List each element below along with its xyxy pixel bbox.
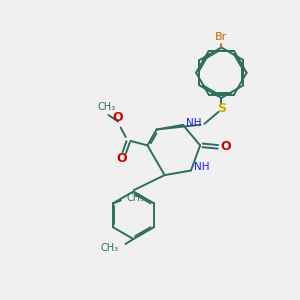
Text: Br: Br xyxy=(215,32,227,42)
Text: CH₃: CH₃ xyxy=(97,102,115,112)
Text: CH₃: CH₃ xyxy=(101,243,119,253)
Text: S: S xyxy=(217,102,226,115)
Text: O: O xyxy=(113,111,123,124)
Text: NH: NH xyxy=(194,162,209,172)
Text: CH₃: CH₃ xyxy=(127,193,145,203)
Text: NH: NH xyxy=(186,118,201,128)
Text: O: O xyxy=(220,140,231,153)
Text: O: O xyxy=(116,152,127,165)
